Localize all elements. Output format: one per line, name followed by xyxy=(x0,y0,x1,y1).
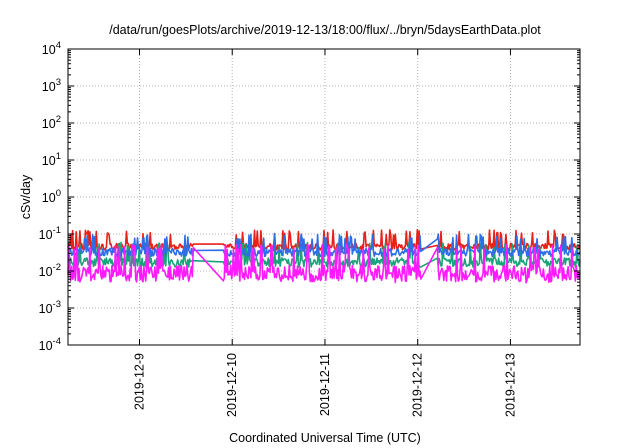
y-tick-label: 10-2 xyxy=(39,262,61,279)
y-tick-label: 103 xyxy=(42,77,61,94)
x-tick-label: 2019-12-12 xyxy=(411,353,425,417)
series-line xyxy=(67,243,581,284)
y-tick-label: 10-4 xyxy=(39,336,61,353)
x-tick-label: 2019-12-9 xyxy=(132,353,146,410)
chart-title: /data/run/goesPlots/archive/2019-12-13/1… xyxy=(109,23,541,37)
y-axis-ticks: 10-4 10-3 10-2 10-1 100 101 102 103 104 xyxy=(39,40,580,353)
y-tick-label: 100 xyxy=(42,188,61,205)
x-tick-label: 2019-12-13 xyxy=(503,353,517,417)
y-tick-label: 101 xyxy=(42,151,61,168)
series-line xyxy=(67,233,581,258)
series-line xyxy=(67,241,581,268)
x-axis-ticks: 2019-12-9 2019-12-10 2019-12-11 2019-12-12 2… xyxy=(132,49,517,417)
x-axis-label: Coordinated Universal Time (UTC) xyxy=(229,431,421,445)
y-tick-label: 102 xyxy=(42,114,61,131)
grid-lines xyxy=(68,49,580,345)
y-tick-label: 10-1 xyxy=(39,225,61,242)
series-group xyxy=(67,229,581,284)
x-tick-label: 2019-12-10 xyxy=(225,353,239,417)
x-tick-label: 2019-12-11 xyxy=(318,353,332,416)
y-tick-label: 104 xyxy=(42,40,61,57)
y-axis-label: cSv/day xyxy=(19,174,33,219)
y-tick-label: 10-3 xyxy=(39,299,61,316)
